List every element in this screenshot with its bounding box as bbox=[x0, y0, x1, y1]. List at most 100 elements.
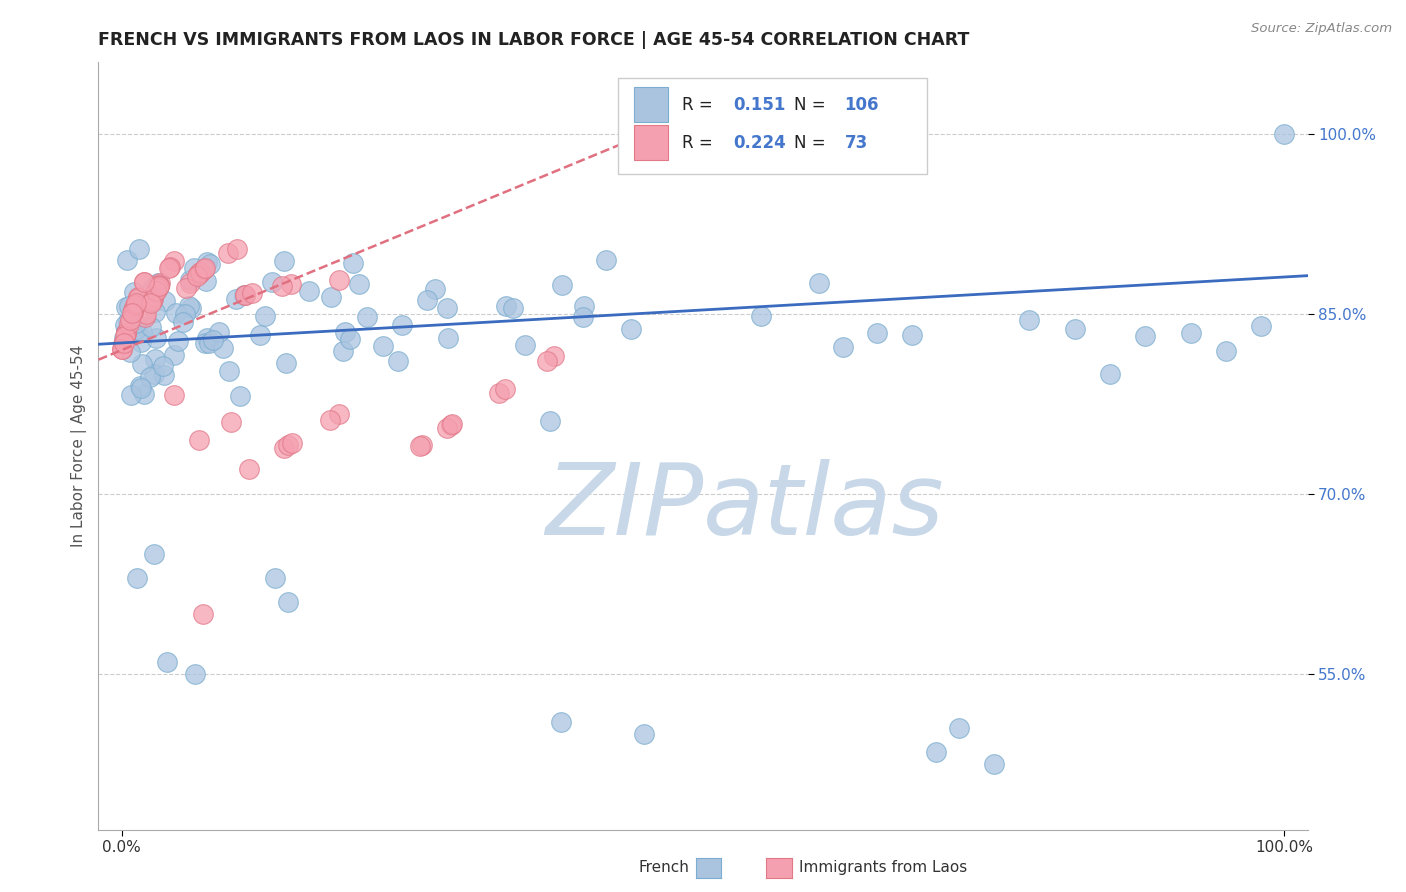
Point bbox=[488, 386, 510, 401]
Point bbox=[298, 284, 321, 298]
Point bbox=[572, 310, 595, 324]
Point bbox=[122, 303, 145, 318]
Point bbox=[749, 310, 772, 324]
Text: French: French bbox=[638, 860, 689, 874]
Point bbox=[145, 305, 167, 319]
Point bbox=[112, 335, 135, 350]
Point bbox=[233, 288, 256, 302]
Point bbox=[135, 307, 157, 321]
Point bbox=[249, 327, 271, 342]
Point bbox=[332, 344, 354, 359]
Text: 73: 73 bbox=[845, 134, 868, 152]
Point bbox=[145, 284, 167, 298]
Point bbox=[153, 368, 176, 382]
Point bbox=[262, 275, 284, 289]
Point bbox=[441, 417, 464, 432]
Point bbox=[145, 284, 167, 298]
Point bbox=[495, 300, 517, 314]
Y-axis label: In Labor Force | Age 45-54: In Labor Force | Age 45-54 bbox=[72, 345, 87, 547]
Point bbox=[513, 338, 536, 352]
Point bbox=[195, 254, 218, 268]
Point bbox=[339, 332, 361, 346]
Point bbox=[425, 282, 447, 296]
Point bbox=[117, 313, 139, 327]
Point bbox=[595, 253, 617, 268]
Point bbox=[538, 414, 561, 428]
Point bbox=[115, 301, 138, 315]
Text: 0.151: 0.151 bbox=[734, 95, 786, 113]
Point bbox=[1180, 326, 1202, 341]
Point bbox=[174, 281, 197, 295]
Point bbox=[132, 275, 155, 289]
Point bbox=[391, 318, 413, 333]
Point bbox=[218, 364, 240, 378]
Point bbox=[983, 756, 1005, 771]
Point bbox=[141, 293, 163, 308]
FancyBboxPatch shape bbox=[634, 126, 668, 160]
Point bbox=[167, 334, 190, 348]
Text: R =: R = bbox=[682, 134, 718, 152]
Point bbox=[120, 313, 142, 327]
Point bbox=[141, 282, 163, 296]
Point bbox=[156, 655, 179, 669]
Point bbox=[319, 412, 342, 426]
Point bbox=[202, 333, 225, 347]
Point bbox=[149, 276, 172, 290]
Point bbox=[1064, 322, 1087, 336]
Point bbox=[277, 438, 299, 452]
Point bbox=[1272, 128, 1295, 142]
Point bbox=[138, 369, 160, 384]
Point bbox=[131, 357, 153, 371]
Text: Source: ZipAtlas.com: Source: ZipAtlas.com bbox=[1251, 22, 1392, 36]
Point bbox=[194, 260, 217, 275]
Point bbox=[163, 388, 186, 402]
Point bbox=[409, 439, 432, 453]
Point bbox=[148, 279, 170, 293]
Point bbox=[121, 305, 143, 319]
Point bbox=[281, 436, 304, 450]
Point bbox=[114, 318, 136, 332]
Point bbox=[177, 299, 200, 313]
Point bbox=[145, 351, 167, 366]
Point bbox=[253, 309, 276, 323]
Point bbox=[240, 285, 263, 300]
Point bbox=[112, 337, 135, 351]
Point bbox=[1018, 313, 1040, 327]
Point bbox=[179, 276, 201, 290]
Point bbox=[172, 314, 194, 328]
Point bbox=[115, 252, 138, 267]
Text: N =: N = bbox=[793, 134, 831, 152]
Point bbox=[112, 331, 135, 345]
Point bbox=[808, 276, 831, 290]
Point bbox=[131, 325, 153, 339]
Point bbox=[225, 243, 247, 257]
Point bbox=[948, 721, 970, 735]
Point bbox=[111, 342, 134, 356]
Point bbox=[273, 441, 295, 455]
Point bbox=[229, 389, 252, 403]
Point bbox=[127, 291, 149, 305]
Point bbox=[132, 275, 155, 289]
Point bbox=[321, 290, 343, 304]
Point bbox=[139, 296, 162, 310]
Point bbox=[328, 407, 350, 421]
Point bbox=[127, 571, 149, 585]
Point bbox=[831, 340, 853, 354]
Point bbox=[120, 388, 142, 402]
Text: atlas: atlas bbox=[703, 458, 945, 556]
Point bbox=[440, 417, 463, 432]
Point bbox=[333, 325, 356, 339]
Point bbox=[124, 298, 146, 312]
Point bbox=[114, 329, 136, 343]
Text: Immigrants from Laos: Immigrants from Laos bbox=[799, 860, 967, 874]
Point bbox=[238, 461, 260, 475]
Point bbox=[145, 331, 167, 345]
Text: FRENCH VS IMMIGRANTS FROM LAOS IN LABOR FORCE | AGE 45-54 CORRELATION CHART: FRENCH VS IMMIGRANTS FROM LAOS IN LABOR … bbox=[98, 31, 970, 49]
Point bbox=[191, 607, 214, 621]
Point bbox=[271, 278, 294, 293]
Point bbox=[277, 595, 299, 609]
Point bbox=[127, 290, 149, 304]
Point bbox=[233, 288, 256, 302]
Point bbox=[198, 257, 221, 271]
Point bbox=[115, 326, 138, 340]
